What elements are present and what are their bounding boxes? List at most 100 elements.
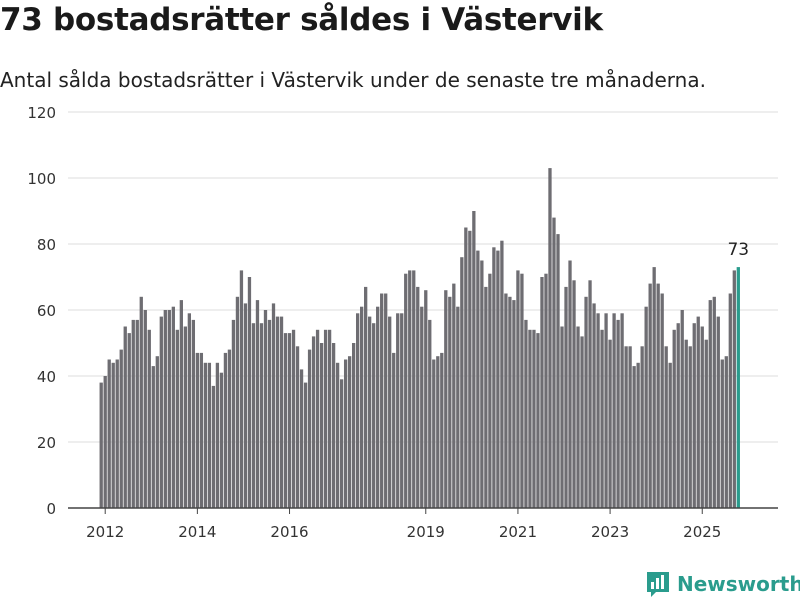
bar bbox=[596, 313, 600, 508]
x-tick-label: 2019 bbox=[407, 523, 445, 541]
bar bbox=[123, 326, 127, 508]
bar bbox=[347, 356, 352, 508]
bar bbox=[452, 283, 456, 508]
bar bbox=[331, 343, 336, 508]
bar bbox=[432, 359, 436, 508]
bar bbox=[640, 346, 644, 508]
bar bbox=[223, 352, 228, 508]
bar bbox=[536, 333, 540, 508]
bar bbox=[151, 366, 155, 508]
bar bbox=[279, 316, 284, 508]
bar bbox=[187, 313, 191, 508]
bar bbox=[235, 296, 240, 508]
bar bbox=[588, 280, 592, 508]
bar bbox=[127, 333, 131, 508]
bar bbox=[179, 300, 183, 508]
x-tick-label: 2016 bbox=[270, 523, 308, 541]
bar bbox=[540, 277, 544, 508]
bar bbox=[516, 270, 520, 508]
bar bbox=[147, 329, 151, 508]
bar bbox=[159, 316, 163, 508]
bar bbox=[592, 303, 596, 508]
bar bbox=[488, 273, 492, 508]
bar bbox=[716, 316, 720, 508]
bar bbox=[227, 349, 232, 508]
bar bbox=[115, 359, 119, 508]
x-tick-label: 2025 bbox=[683, 523, 721, 541]
bar bbox=[247, 277, 252, 508]
bar bbox=[712, 296, 716, 508]
bar bbox=[219, 372, 224, 508]
bar bbox=[684, 339, 688, 508]
bar bbox=[368, 316, 372, 508]
y-tick-label: 60 bbox=[37, 302, 56, 320]
x-tick-label: 2014 bbox=[178, 523, 216, 541]
bar bbox=[660, 293, 664, 508]
bar bbox=[704, 339, 708, 508]
bar bbox=[700, 326, 704, 508]
chart-subtitle: Antal sålda bostadsrätter i Västervik un… bbox=[0, 68, 706, 92]
bar bbox=[496, 250, 500, 508]
bar bbox=[259, 323, 264, 508]
bar bbox=[436, 356, 440, 508]
bar bbox=[388, 316, 392, 508]
bar bbox=[692, 323, 696, 508]
bar bbox=[472, 211, 476, 508]
bar bbox=[291, 329, 296, 508]
bar bbox=[408, 270, 412, 508]
bar bbox=[556, 234, 560, 508]
bar bbox=[275, 316, 280, 508]
bars bbox=[99, 168, 740, 509]
bar bbox=[648, 283, 652, 508]
bar bbox=[343, 359, 348, 508]
bar bbox=[688, 346, 692, 508]
bar bbox=[135, 319, 139, 508]
bar bbox=[311, 336, 316, 508]
bar bbox=[251, 323, 256, 508]
bar bbox=[404, 273, 408, 508]
bar bbox=[552, 217, 556, 508]
bar bbox=[380, 293, 384, 508]
bar bbox=[460, 257, 464, 508]
bar bbox=[267, 319, 272, 508]
bar bbox=[484, 286, 488, 508]
bar bbox=[416, 286, 420, 508]
bar bbox=[724, 356, 728, 508]
bar bbox=[295, 346, 300, 508]
bar bbox=[632, 366, 636, 508]
bar bbox=[356, 313, 360, 508]
bar bbox=[175, 329, 179, 508]
y-tick-label: 20 bbox=[37, 434, 56, 452]
bar bbox=[412, 270, 416, 508]
bar bbox=[616, 319, 620, 508]
bar bbox=[99, 382, 103, 508]
bar bbox=[167, 310, 171, 508]
bar bbox=[572, 280, 576, 508]
bar bbox=[384, 293, 388, 508]
brand-name: Newsworthy bbox=[677, 572, 800, 596]
bar bbox=[676, 323, 680, 508]
bar bbox=[480, 260, 484, 508]
bar bbox=[708, 300, 712, 508]
bar bbox=[287, 333, 292, 508]
bar bbox=[604, 313, 608, 508]
bar bbox=[612, 313, 616, 508]
bar bbox=[239, 270, 244, 508]
x-tick-label: 2021 bbox=[499, 523, 537, 541]
bar bbox=[584, 296, 588, 508]
bar bbox=[392, 352, 396, 508]
bar bbox=[576, 326, 580, 508]
bar bbox=[520, 273, 524, 508]
bar bbox=[207, 362, 212, 508]
bar bbox=[364, 286, 368, 508]
bar bbox=[652, 267, 656, 508]
bar bbox=[560, 326, 564, 508]
bar bbox=[131, 319, 135, 508]
bar bbox=[544, 273, 548, 508]
bar bbox=[372, 323, 376, 508]
bar bbox=[608, 339, 612, 508]
x-tick-label: 2023 bbox=[591, 523, 629, 541]
bar bbox=[492, 247, 496, 509]
bar bbox=[680, 310, 684, 508]
